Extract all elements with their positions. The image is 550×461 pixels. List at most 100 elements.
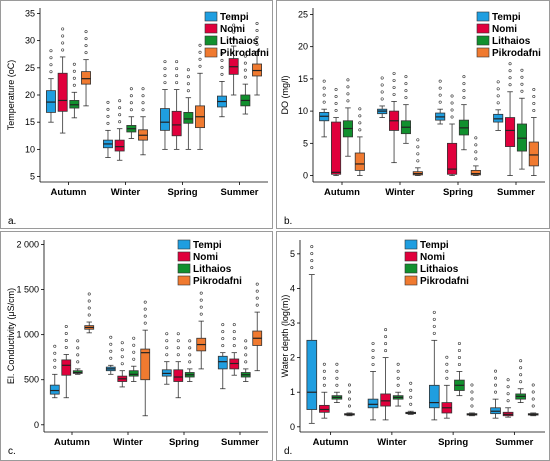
box-lithaios-winter bbox=[400, 75, 411, 144]
outlier-marker bbox=[175, 74, 179, 78]
box-pikrodafni-summer bbox=[252, 21, 262, 96]
outlier-marker bbox=[64, 331, 68, 335]
outlier-marker bbox=[380, 97, 384, 101]
box-tempi-winter bbox=[367, 341, 379, 421]
chart-conductivity: 0 500 1 000 1 500 2 000 El. Conductivity (μS/… bbox=[6, 240, 268, 457]
box-pikrodafni-autumn bbox=[84, 292, 95, 334]
y-tick-label: 15 bbox=[25, 117, 35, 127]
legend-label: Tempi bbox=[492, 12, 521, 23]
outlier-marker bbox=[143, 307, 147, 311]
box-iqr bbox=[217, 355, 228, 370]
y-tick-label: 5 bbox=[30, 172, 35, 182]
category-label: Autumn bbox=[51, 187, 87, 198]
outlier-marker bbox=[120, 341, 124, 345]
box-lithaios-winter bbox=[126, 87, 137, 139]
box-tempi-spring bbox=[161, 332, 172, 385]
box-nomi-winter bbox=[380, 328, 391, 421]
outlier-marker bbox=[198, 64, 202, 68]
legend-label: Pikrodafni bbox=[420, 276, 469, 287]
legend-label: Pikrodafni bbox=[220, 48, 269, 59]
outlier-marker bbox=[255, 282, 259, 286]
box-iqr bbox=[61, 359, 72, 376]
outlier-marker bbox=[358, 114, 362, 118]
outlier-marker bbox=[519, 373, 523, 377]
outlier-marker bbox=[496, 94, 500, 98]
outlier-marker bbox=[76, 360, 80, 364]
legend-swatch bbox=[177, 275, 191, 286]
box-iqr bbox=[173, 369, 184, 382]
outlier-marker bbox=[462, 82, 466, 86]
box-tempi-autumn bbox=[49, 344, 60, 399]
box-nomi-summer bbox=[505, 62, 516, 176]
y-tick-label: 2 000 bbox=[16, 240, 39, 250]
outlier-marker bbox=[129, 87, 133, 91]
box-lithaios-winter bbox=[128, 336, 139, 382]
box-iqr bbox=[57, 72, 68, 112]
outlier-marker bbox=[457, 355, 461, 359]
outlier-marker bbox=[165, 332, 169, 336]
outlier-marker bbox=[322, 93, 326, 97]
outlier-marker bbox=[396, 369, 400, 373]
box-pikrodafni-summer bbox=[252, 282, 263, 372]
outlier-marker bbox=[494, 390, 498, 394]
outlier-marker bbox=[132, 357, 136, 361]
box-iqr bbox=[354, 152, 365, 171]
outlier-marker bbox=[129, 94, 133, 98]
outlier-marker bbox=[322, 100, 326, 104]
outlier-marker bbox=[438, 86, 442, 90]
outlier-marker bbox=[175, 81, 179, 85]
outlier-marker bbox=[474, 143, 478, 147]
outlier-marker bbox=[220, 72, 224, 76]
outlier-marker bbox=[87, 299, 91, 303]
outlier-marker bbox=[380, 90, 384, 94]
outlier-marker bbox=[532, 88, 536, 92]
outlier-marker bbox=[519, 366, 523, 370]
legend-label: Tempi bbox=[220, 12, 249, 23]
legend-label: Nomi bbox=[193, 252, 218, 263]
outlier-marker bbox=[346, 78, 350, 82]
box-nomi-autumn bbox=[57, 27, 68, 134]
box-nomi-autumn bbox=[331, 88, 342, 176]
box-iqr bbox=[331, 121, 342, 175]
outlier-marker bbox=[438, 79, 442, 83]
outlier-marker bbox=[404, 96, 408, 100]
outlier-marker bbox=[186, 89, 190, 93]
outlier-marker bbox=[163, 74, 167, 78]
outlier-marker bbox=[49, 49, 53, 53]
outlier-marker bbox=[141, 94, 145, 98]
outlier-marker bbox=[532, 95, 536, 99]
outlier-marker bbox=[61, 27, 65, 31]
box-lithaios-autumn bbox=[69, 62, 80, 119]
y-tick-label: 25 bbox=[25, 63, 35, 73]
outlier-marker bbox=[322, 362, 326, 366]
box-lithaios-spring bbox=[184, 339, 195, 382]
outlier-marker bbox=[198, 57, 202, 61]
outlier-marker bbox=[519, 359, 523, 363]
outlier-marker bbox=[334, 102, 338, 106]
outlier-marker bbox=[232, 323, 236, 327]
outlier-marker bbox=[520, 75, 524, 79]
box-pikrodafni-autumn bbox=[354, 107, 365, 176]
panel-label: b. bbox=[284, 216, 292, 227]
outlier-marker bbox=[84, 51, 88, 55]
outlier-marker bbox=[72, 83, 76, 87]
outlier-marker bbox=[322, 376, 326, 380]
outlier-marker bbox=[220, 51, 224, 55]
box-pikrodafni-summer bbox=[528, 88, 539, 176]
outlier-marker bbox=[106, 114, 110, 118]
outlier-marker bbox=[176, 346, 180, 350]
outlier-marker bbox=[404, 89, 408, 93]
legend-label: Lithaios bbox=[220, 36, 259, 47]
outlier-marker bbox=[496, 87, 500, 91]
outlier-marker bbox=[450, 101, 454, 105]
box-tempi-winter bbox=[105, 335, 116, 375]
box-pikrodafni-spring bbox=[195, 43, 205, 150]
outlier-marker bbox=[392, 71, 396, 75]
outlier-marker bbox=[109, 335, 113, 339]
box-tempi-summer bbox=[493, 80, 504, 131]
outlier-marker bbox=[322, 86, 326, 90]
outlier-marker bbox=[450, 94, 454, 98]
box-iqr bbox=[114, 139, 125, 152]
outlier-marker bbox=[176, 353, 180, 357]
outlier-marker bbox=[198, 50, 202, 54]
